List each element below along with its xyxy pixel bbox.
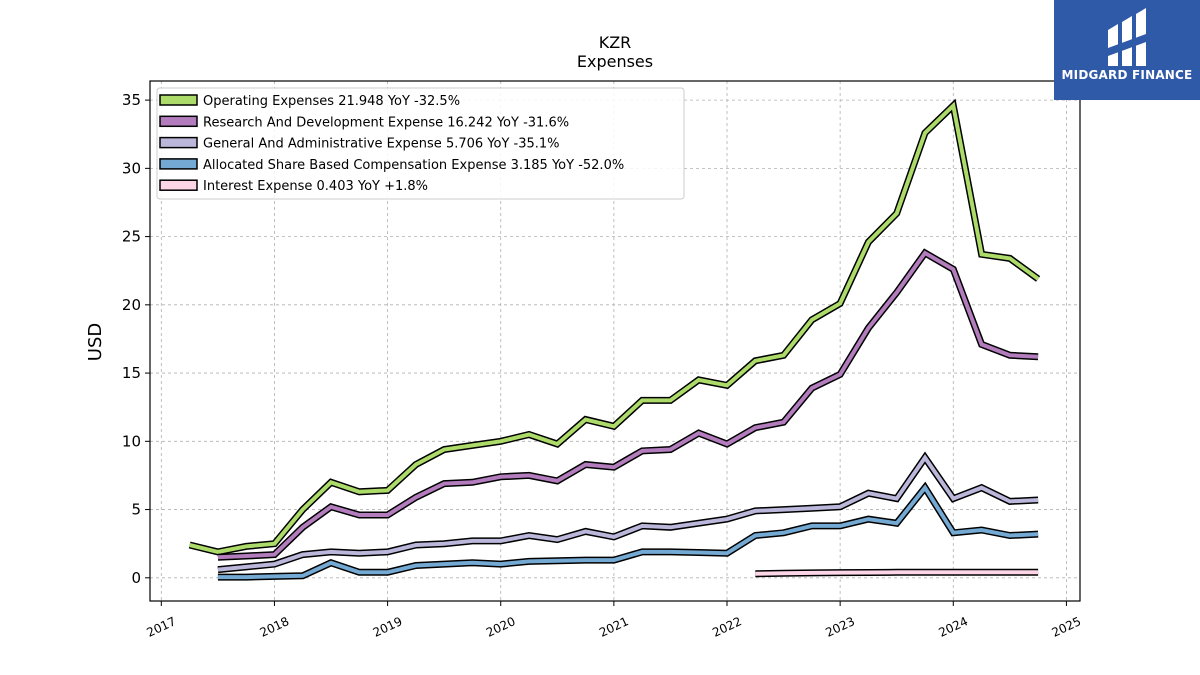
legend-label: Interest Expense 0.403 YoY +1.8% bbox=[203, 179, 428, 194]
x-tick-label: 2017 bbox=[145, 614, 179, 640]
legend: Operating Expenses 21.948 YoY -32.5% Rese… bbox=[156, 87, 685, 200]
chart-subtitle: Expenses bbox=[577, 52, 653, 71]
x-tick-label: 2022 bbox=[710, 614, 744, 640]
chart-title: KZR bbox=[599, 33, 632, 52]
legend-label: Operating Expenses 21.948 YoY -32.5% bbox=[203, 94, 460, 109]
legend-swatch bbox=[159, 115, 198, 128]
logo-text: MIDGARD FINANCE bbox=[1061, 68, 1193, 82]
grid bbox=[150, 81, 1080, 601]
plot-frame bbox=[149, 80, 1081, 602]
legend-label: Allocated Share Based Compensation Expen… bbox=[203, 158, 624, 173]
series-line-research-and-development-expense bbox=[217, 250, 1039, 560]
x-tick-label: 2019 bbox=[371, 614, 405, 640]
legend-swatch bbox=[159, 158, 198, 170]
legend-label: Research And Development Expense 16.242 … bbox=[203, 115, 569, 130]
x-tick-label: 2020 bbox=[484, 614, 518, 640]
series-line-operating-expenses bbox=[189, 101, 1040, 554]
legend-label: General And Administrative Expense 5.706… bbox=[203, 137, 560, 152]
legend-swatch bbox=[159, 94, 198, 106]
y-tick-label: 15 bbox=[122, 364, 141, 382]
x-tick-label: 2023 bbox=[823, 614, 857, 640]
y-axis-label: USD bbox=[85, 323, 106, 361]
y-tick-label: 25 bbox=[122, 228, 141, 246]
series-lines bbox=[188, 98, 1041, 581]
series-line-allocated-share-based-compensation-expense bbox=[217, 484, 1039, 580]
y-tick-label: 20 bbox=[122, 296, 141, 314]
x-tick-label: 2021 bbox=[597, 614, 631, 640]
y-tick-label: 30 bbox=[122, 159, 141, 177]
midgard-logo-icon bbox=[1108, 8, 1146, 66]
legend-swatch bbox=[159, 136, 198, 149]
brand-logo: MIDGARD FINANCE bbox=[1054, 0, 1200, 100]
x-tick-label: 2018 bbox=[258, 614, 292, 640]
y-tick-label: 5 bbox=[131, 501, 141, 519]
y-tick-label: 10 bbox=[122, 432, 141, 450]
legend-box bbox=[156, 87, 685, 200]
series-line-interest-expense bbox=[755, 570, 1039, 576]
y-tick-label: 0 bbox=[131, 569, 141, 587]
x-tick-label: 2024 bbox=[936, 614, 970, 640]
legend-swatch bbox=[159, 179, 198, 191]
x-tick-label: 2025 bbox=[1050, 614, 1084, 640]
series-line-general-and-administrative-expense bbox=[217, 454, 1039, 572]
y-tick-label: 35 bbox=[122, 91, 141, 109]
